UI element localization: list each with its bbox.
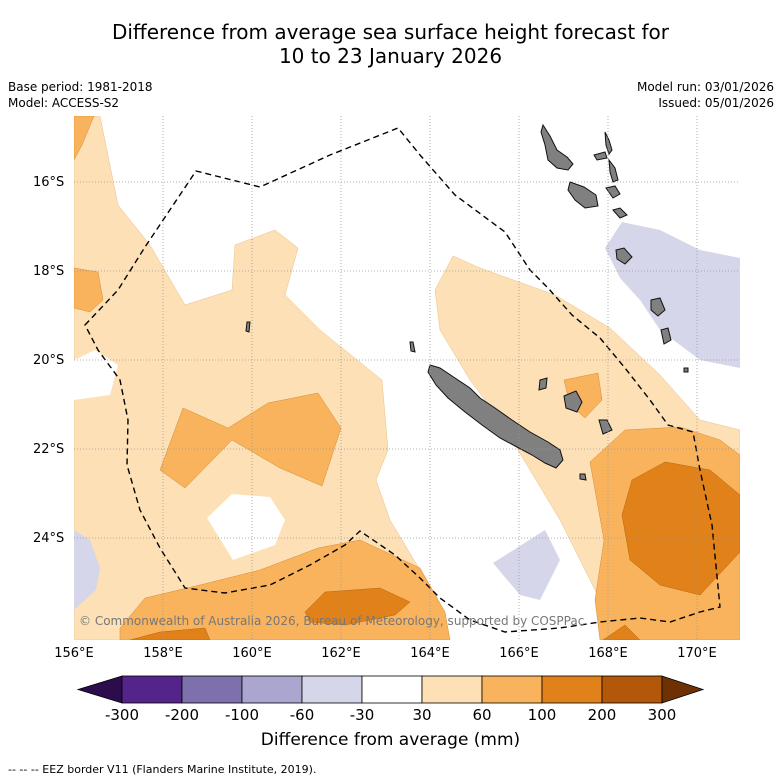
contour-holes [74, 350, 285, 560]
mid-northwest [74, 116, 95, 161]
malakula-island [567, 181, 599, 209]
new-caledonia-island [427, 364, 564, 469]
colorbar-tick-label: 300 [647, 706, 677, 724]
colorbar-swatch [301, 675, 363, 704]
eez-border [84, 127, 721, 633]
x-label-160e: 160°E [232, 646, 272, 661]
colorbar [76, 675, 705, 704]
x-label-158e: 158°E [143, 646, 183, 661]
high-southeast [621, 461, 740, 596]
colorbar-swatch [241, 675, 303, 704]
base-period: Base period: 1981-2018 [8, 80, 153, 94]
y-label-24s: 24°S [33, 531, 65, 546]
ambrym-island [605, 185, 621, 199]
erromango-island [650, 297, 666, 317]
tanna-island [660, 327, 672, 345]
colorbar-swatch [121, 675, 183, 704]
chesterfield-island [245, 321, 251, 333]
copyright-text: © Commonwealth of Australia 2026, Bureau… [79, 614, 585, 628]
ouvea-island [538, 377, 548, 391]
y-label-18s: 18°S [33, 264, 65, 279]
y-label-22s: 22°S [33, 442, 65, 457]
x-label-164e: 164°E [410, 646, 450, 661]
title-line-2: 10 to 23 January 2026 [278, 44, 503, 68]
colorbar-tick-label: -60 [289, 706, 315, 724]
y-label-20s: 20°S [33, 353, 65, 368]
mare-island [598, 419, 613, 435]
neg-northeast [605, 222, 740, 368]
high-south [304, 587, 411, 626]
espiritu-santo-island [540, 123, 574, 171]
colorbar-swatch [361, 675, 423, 704]
y-label-16s: 16°S [33, 175, 65, 190]
isle-of-pines [579, 473, 587, 481]
colorbar-swatch [481, 675, 543, 704]
eez-legend: -- -- -- EEZ border V11 (Flanders Marine… [8, 763, 317, 776]
colorbar-tick-label: -100 [224, 706, 260, 724]
model-run: Model run: 03/01/2026 [636, 80, 774, 94]
x-label-166e: 166°E [499, 646, 539, 661]
hole-south [207, 494, 285, 560]
epi-island [612, 207, 628, 219]
high-southwest [129, 627, 211, 640]
colorbar-tick-label: 100 [527, 706, 557, 724]
colorbar-tick-label: 200 [587, 706, 617, 724]
contour-100-200 [129, 461, 740, 640]
land-masses [245, 123, 689, 481]
map-content [74, 116, 740, 640]
colorbar-extend-high [661, 675, 705, 704]
neg-west [74, 530, 100, 610]
lifou-island [563, 390, 583, 413]
grid-lines [74, 116, 740, 640]
model-name: Model: ACCESS-S2 [8, 96, 120, 110]
contour-neg-30-60 [74, 222, 740, 610]
colorbar-swatch [421, 675, 483, 704]
colorbar-swatch [541, 675, 603, 704]
efate-island [615, 247, 633, 265]
aneityum-island [683, 367, 689, 373]
issued-date: Issued: 05/01/2026 [658, 96, 774, 110]
colorbar-tick-label: 30 [412, 706, 432, 724]
x-label-168e: 168°E [588, 646, 628, 661]
maewo-island [604, 131, 613, 156]
x-label-170e: 170°E [677, 646, 717, 661]
x-label-162e: 162°E [321, 646, 361, 661]
neg-south [493, 530, 560, 600]
high-south-edge [602, 624, 641, 640]
colorbar-extend-low [76, 675, 123, 704]
hole-west [74, 350, 118, 400]
colorbar-swatch [601, 675, 663, 704]
x-label-156e: 156°E [54, 646, 94, 661]
colorbar-tick-label: -200 [164, 706, 200, 724]
pentecost-island [608, 158, 619, 183]
colorbar-tick-label: -300 [104, 706, 140, 724]
colorbar-tick-label: -30 [349, 706, 375, 724]
colorbar-label: Difference from average (mm) [260, 730, 521, 750]
title-line-1: Difference from average sea surface heig… [111, 20, 670, 44]
colorbar-tick-label: 60 [472, 706, 492, 724]
ambae-island [593, 151, 608, 161]
belep-island [409, 341, 416, 353]
colorbar-swatch [181, 675, 243, 704]
mid-west [74, 267, 104, 313]
